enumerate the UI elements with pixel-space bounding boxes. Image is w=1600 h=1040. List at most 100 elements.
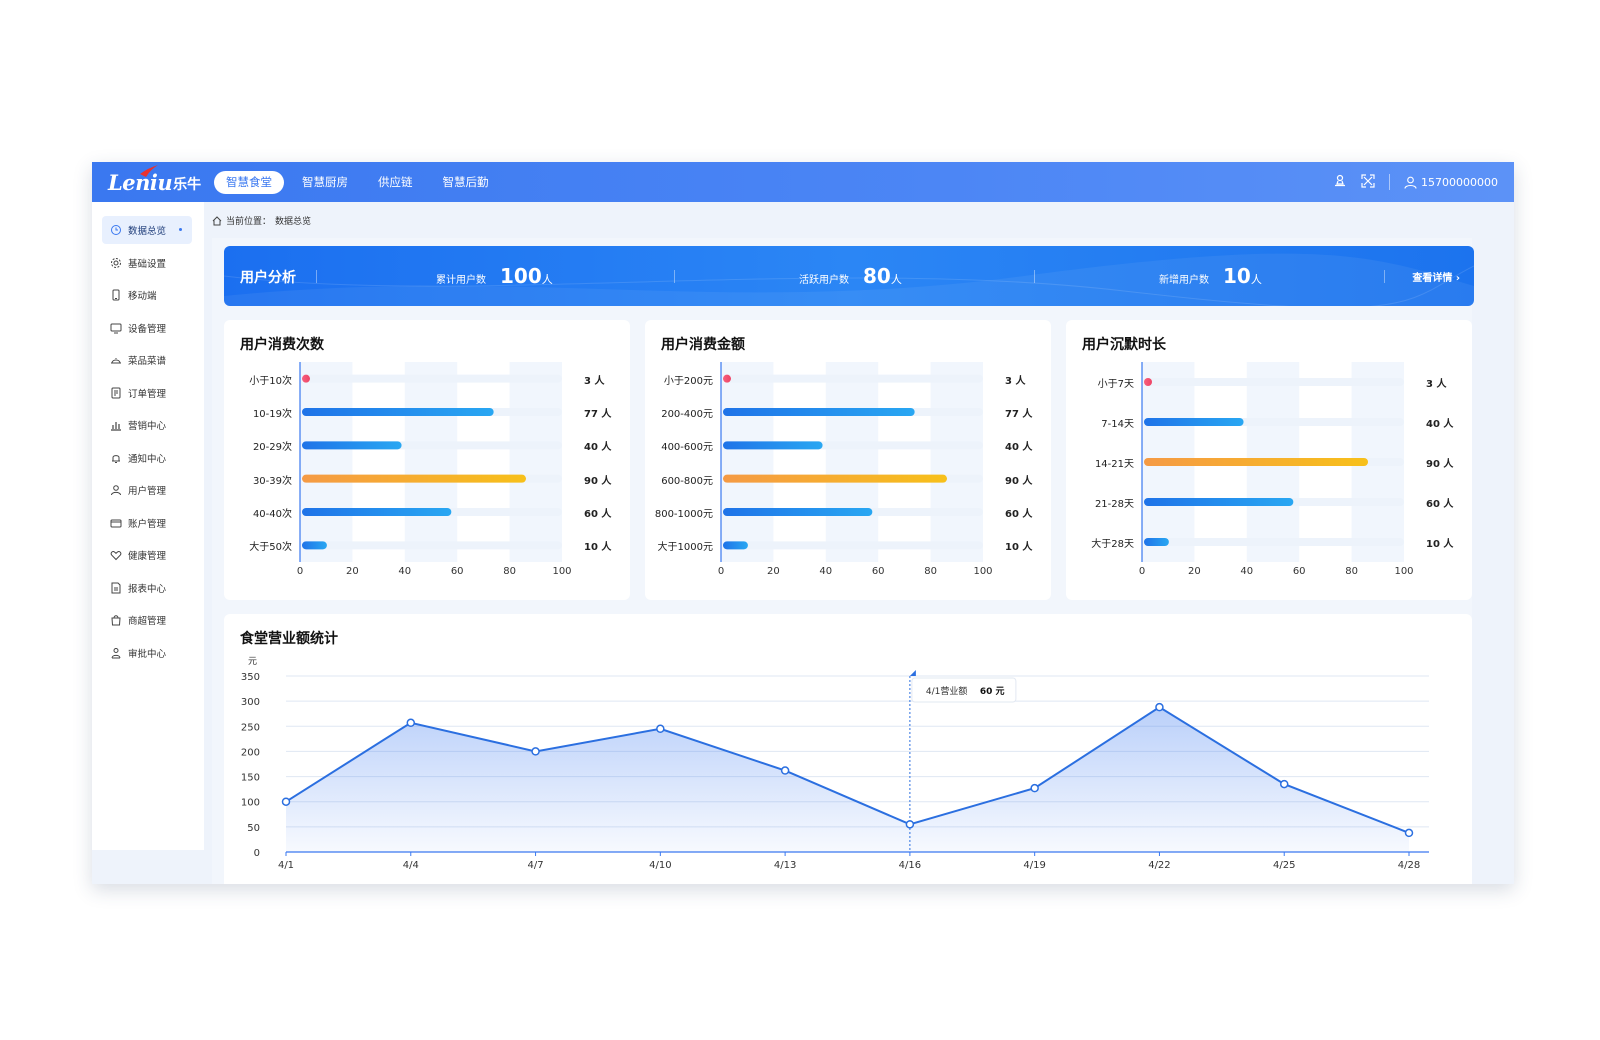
chevron-right-icon: › — [1455, 273, 1460, 284]
data-point[interactable] — [406, 718, 416, 728]
data-point[interactable] — [1155, 702, 1164, 712]
sidebar-item-8[interactable]: 用户管理 — [102, 476, 192, 504]
bar-track — [302, 541, 562, 550]
sidebar-item-4[interactable]: 菜品菜谱 — [102, 346, 192, 374]
bar-chart-svg — [1141, 362, 1404, 562]
grid-band — [930, 362, 983, 562]
sidebar-item-7[interactable]: 通知中心 — [102, 444, 192, 472]
x-tick-label: 4/28 — [1398, 860, 1420, 871]
chart-card-consumption-amount: 用户消费金额 小于200元 3 人 200-400元 77 人 400-600元 40 人… — [645, 320, 1051, 600]
stat-total-users: 累计用户数 100人 — [436, 264, 553, 288]
x-tick-label: 4/19 — [1023, 860, 1045, 871]
bar[interactable] — [1144, 498, 1294, 506]
data-point[interactable] — [531, 747, 540, 756]
bar[interactable] — [302, 541, 327, 550]
bar[interactable] — [1144, 378, 1152, 386]
bar[interactable] — [302, 508, 452, 516]
data-point[interactable] — [1404, 828, 1414, 838]
fullscreen-icon[interactable] — [1361, 173, 1375, 191]
bar[interactable] — [723, 474, 948, 483]
x-tick-label: 4/13 — [774, 860, 796, 871]
bar[interactable] — [723, 408, 915, 416]
home-icon[interactable] — [212, 215, 222, 226]
main-content: 当前位置： 数据总览 用户分析 累计用户数 100人 活跃用户数 80人 — [212, 202, 1514, 884]
sidebar-item-2[interactable]: 移动端 — [102, 281, 192, 309]
bar-category-label: 14-21天 — [1094, 459, 1134, 470]
banner-wave-decoration — [224, 253, 1474, 306]
bar-value-label: 90 人 — [584, 475, 612, 487]
bar-category-label: 21-28天 — [1094, 499, 1134, 510]
data-point[interactable] — [281, 797, 291, 806]
bar-category-label: 200-400元 — [661, 409, 713, 420]
data-point[interactable] — [905, 820, 915, 829]
bar[interactable] — [1144, 418, 1244, 426]
sidebar-item-0[interactable]: 数据总览 — [102, 216, 192, 244]
dashboard-icon — [110, 224, 122, 236]
sidebar-item-9[interactable]: 账户管理 — [102, 509, 192, 537]
series-line — [285, 705, 1410, 834]
gear-icon — [110, 257, 122, 269]
tab-smart-logistics[interactable]: 智慧后勤 — [442, 175, 489, 189]
x-tick-label: 60 — [1292, 566, 1306, 577]
dashboard-panel: 用户分析 累计用户数 100人 活跃用户数 80人 新增用户数 10人 查看详情… — [212, 238, 1474, 884]
sidebar-item-1[interactable]: 基础设置 — [102, 249, 192, 277]
tab-supply-chain[interactable]: 供应链 — [378, 175, 413, 189]
top-right-tools: 15700000000 — [1333, 162, 1498, 202]
bar-category-label: 10-19次 — [252, 409, 292, 420]
data-point[interactable] — [1279, 779, 1289, 789]
data-point[interactable] — [1030, 783, 1039, 793]
bar-category-label: 600-800元 — [661, 475, 713, 487]
bar[interactable] — [1144, 538, 1169, 546]
bar-track — [302, 374, 562, 383]
sidebar-item-12[interactable]: 商超管理 — [102, 606, 192, 634]
logo[interactable]: Leniu 乐牛 — [108, 165, 201, 196]
heart-icon — [110, 549, 122, 561]
bar[interactable] — [723, 541, 748, 550]
bar[interactable] — [302, 374, 310, 383]
user-analysis-banner: 用户分析 累计用户数 100人 活跃用户数 80人 新增用户数 10人 查看详情… — [224, 246, 1474, 306]
bar[interactable] — [302, 408, 494, 416]
bar-category-label: 小于7天 — [1097, 379, 1134, 390]
monitor-icon — [110, 322, 122, 334]
mobile-icon — [110, 289, 122, 301]
user-menu[interactable]: 15700000000 — [1404, 176, 1498, 189]
data-point[interactable] — [656, 724, 665, 734]
x-tick-label: 20 — [346, 566, 359, 577]
chart-title: 用户消费次数 — [240, 337, 324, 353]
sidebar-item-5[interactable]: 订单管理 — [102, 379, 192, 407]
dish-icon — [110, 354, 122, 366]
hover-marker — [909, 670, 916, 676]
view-details-label: 查看详情 — [1412, 273, 1453, 284]
sidebar-item-13[interactable]: 审批中心 — [102, 639, 192, 667]
sidebar-item-11[interactable]: 报表中心 — [102, 574, 192, 602]
view-details-link[interactable]: 查看详情 › — [1412, 269, 1460, 284]
sidebar-item-10[interactable]: 健康管理 — [102, 541, 192, 569]
bar[interactable] — [723, 508, 873, 516]
sidebar-item-label: 设备管理 — [128, 323, 167, 335]
bar[interactable] — [302, 474, 527, 483]
stamp-icon[interactable] — [1333, 174, 1347, 191]
data-point[interactable] — [780, 766, 790, 775]
stat-unit: 人 — [890, 273, 902, 286]
sidebar-item-label: 报表中心 — [128, 583, 167, 595]
bar[interactable] — [723, 374, 731, 383]
bar[interactable] — [723, 441, 823, 450]
bar-value-label: 60 人 — [584, 509, 612, 520]
bar-track — [1144, 538, 1404, 546]
bar-value-label: 10 人 — [1426, 539, 1454, 550]
breadcrumb: 当前位置： 数据总览 — [212, 214, 311, 227]
bar[interactable] — [1144, 458, 1369, 466]
bar-value-label: 90 人 — [1426, 459, 1454, 470]
bar-value-label: 10 人 — [1005, 542, 1033, 554]
x-tick-label: 4/4 — [403, 860, 419, 871]
sidebar-item-label: 账户管理 — [128, 518, 167, 530]
breadcrumb-current[interactable]: 数据总览 — [275, 217, 312, 227]
sidebar-item-6[interactable]: 营销中心 — [102, 411, 192, 439]
bar[interactable] — [302, 441, 402, 450]
sidebar-item-3[interactable]: 设备管理 — [102, 314, 192, 342]
chart-card-revenue: 食堂营业额统计 元 0 50 100 150 200 250 300 350 4/1 4/4 4/7 4… — [224, 614, 1472, 884]
tab-smart-kitchen[interactable]: 智慧厨房 — [302, 175, 348, 189]
bar-category-label: 40-40次 — [252, 509, 292, 520]
tab-smart-canteen[interactable]: 智慧食堂 — [214, 171, 284, 194]
y-tick-label: 250 — [241, 722, 260, 733]
